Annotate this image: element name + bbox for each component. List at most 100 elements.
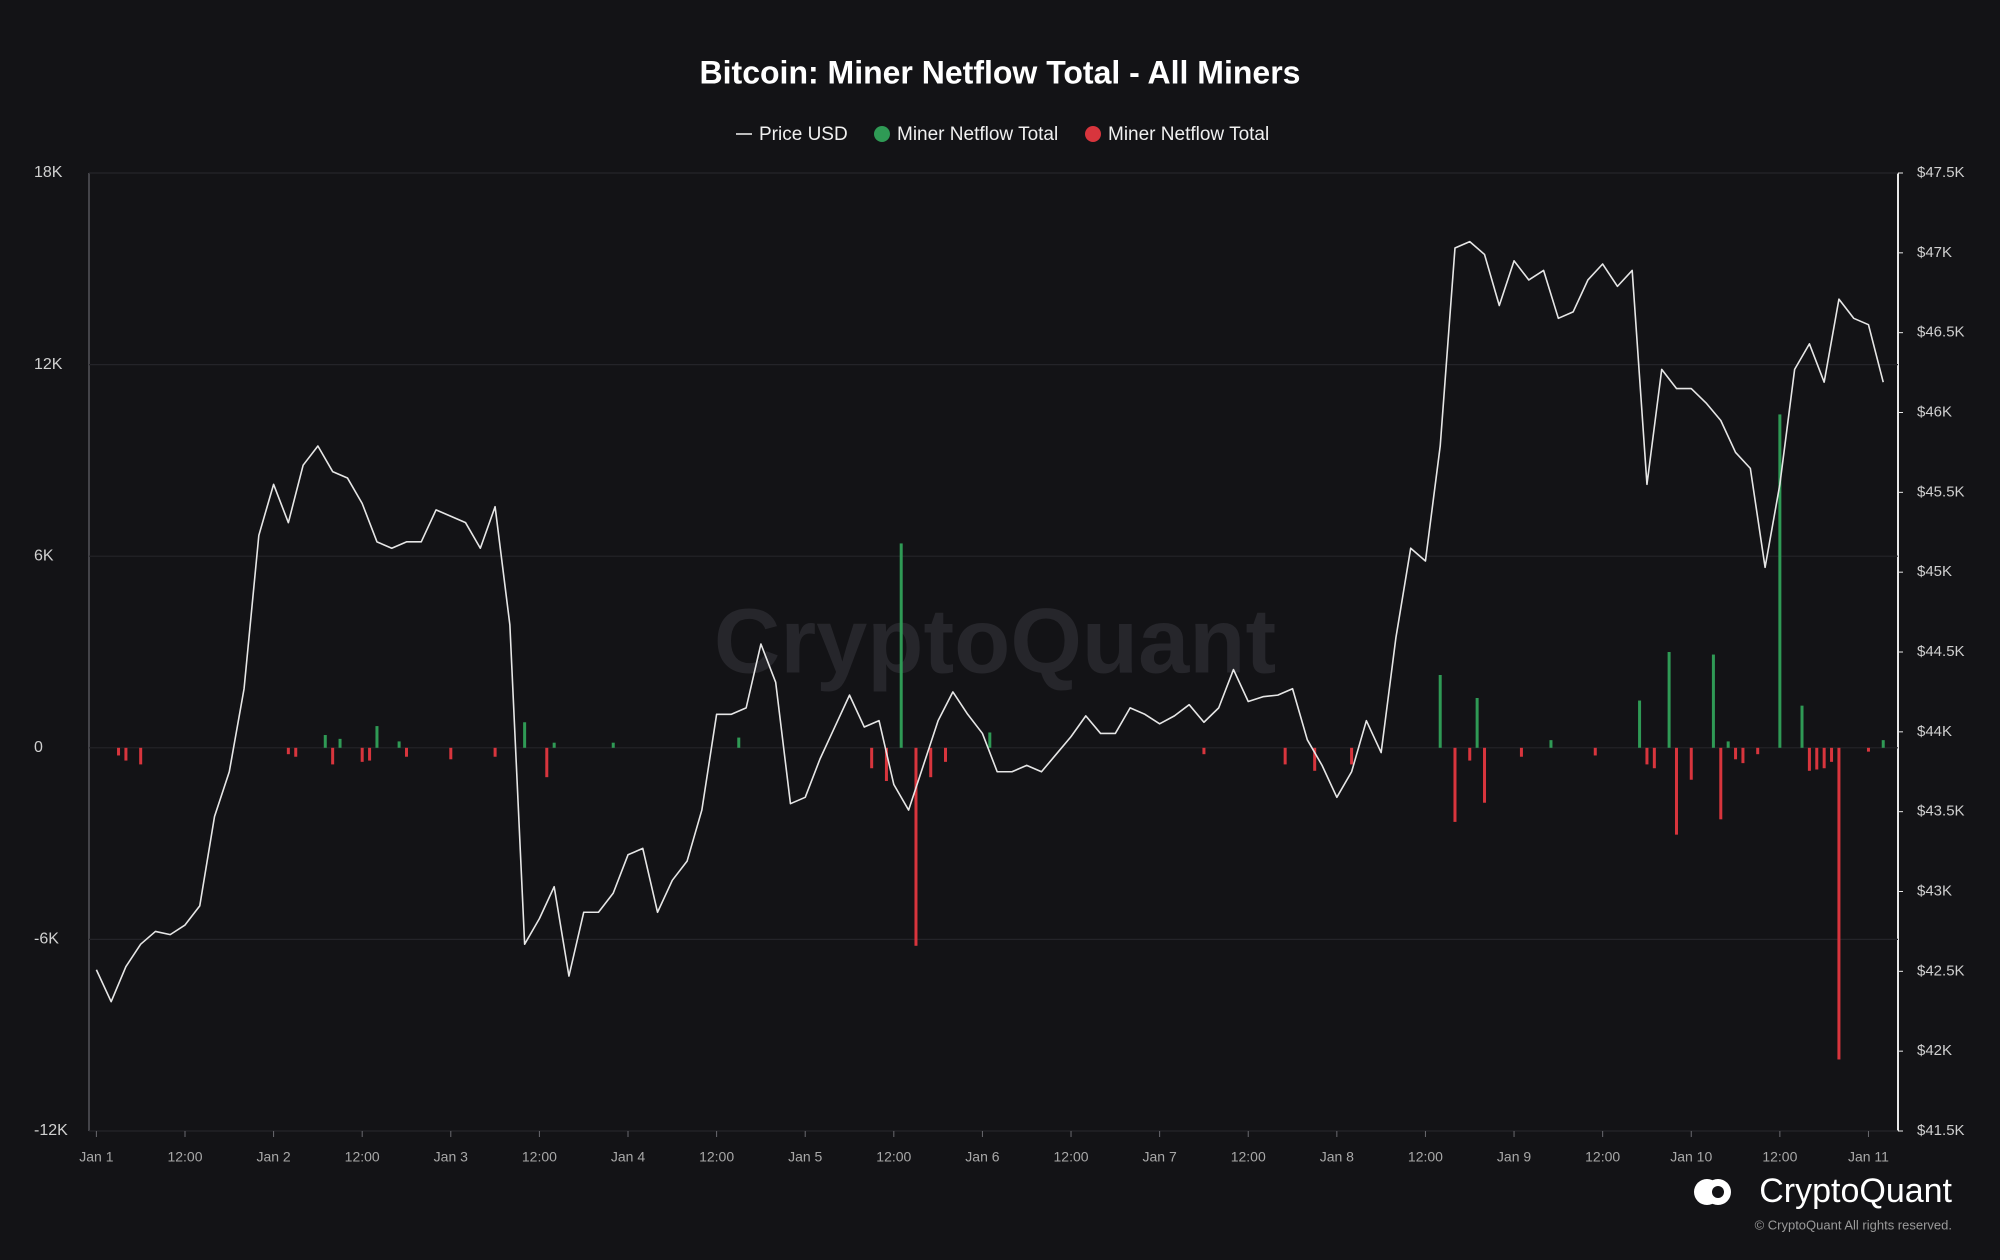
y2-tick-label: $41.5K	[1917, 1122, 1965, 1139]
bar	[552, 742, 556, 748]
bar	[1652, 747, 1656, 769]
bar	[1711, 654, 1715, 748]
bar	[1674, 747, 1678, 835]
bar	[884, 747, 888, 782]
copyright: © CryptoQuant All rights reserved.	[1755, 1217, 1952, 1232]
y-tick-label: -6K	[34, 931, 59, 948]
y2-tick-label: $45K	[1917, 563, 1952, 580]
bar	[1645, 747, 1649, 765]
bar	[929, 747, 933, 778]
y2-tick-label: $47.5K	[1917, 164, 1965, 181]
bar	[1726, 741, 1730, 748]
bar	[1453, 747, 1457, 822]
y2-tick-label: $45.5K	[1917, 483, 1965, 500]
y2-tick-label: $43.5K	[1917, 803, 1965, 820]
bar	[449, 747, 453, 760]
bar	[1593, 747, 1597, 756]
y2-tick-label: $44K	[1917, 723, 1952, 740]
x-tick-label: Jan 1	[79, 1149, 113, 1165]
bar	[611, 742, 615, 748]
x-tick-label: 12:00	[167, 1149, 202, 1165]
bar	[1313, 747, 1317, 771]
x-tick-label: Jan 4	[611, 1149, 645, 1165]
bar	[1719, 747, 1723, 820]
bar	[899, 543, 903, 748]
bar	[1881, 740, 1885, 748]
bar	[493, 747, 497, 757]
x-tick-label: Jan 3	[434, 1149, 468, 1165]
x-tick-label: 12:00	[1762, 1149, 1797, 1165]
logo: CryptoQuant	[1694, 1172, 1953, 1210]
bar	[360, 747, 364, 762]
x-tick-label: Jan 10	[1670, 1149, 1712, 1165]
bar	[375, 726, 379, 748]
bar	[1830, 747, 1834, 762]
x-tick-label: 12:00	[876, 1149, 911, 1165]
bar	[1822, 747, 1826, 769]
bar	[1800, 705, 1804, 748]
bar	[338, 738, 342, 748]
bar	[545, 747, 549, 778]
legend: Price USD Miner Netflow Total Miner Netflo…	[736, 124, 1269, 145]
y2-tick-label: $46.5K	[1917, 324, 1965, 341]
bar	[1549, 740, 1553, 748]
bar	[1468, 747, 1472, 761]
legend-marker	[1085, 126, 1101, 142]
x-tick-label: 12:00	[1585, 1149, 1620, 1165]
bar	[1350, 747, 1354, 765]
bar	[397, 741, 401, 748]
bar	[1837, 747, 1841, 1060]
bar	[1734, 747, 1738, 760]
x-tick-label: 12:00	[1408, 1149, 1443, 1165]
y2-tick-label: $42.5K	[1917, 962, 1965, 979]
x-tick-label: Jan 11	[1848, 1149, 1889, 1165]
x-tick-label: Jan 2	[256, 1149, 290, 1165]
y-tick-label: 6K	[34, 547, 54, 564]
bar	[944, 747, 948, 762]
bar	[139, 747, 143, 765]
bar	[323, 735, 327, 748]
bar	[523, 722, 527, 748]
bar	[1483, 747, 1487, 803]
y-tick-label: 12K	[34, 356, 63, 373]
bar	[1778, 414, 1782, 748]
y2-tick-label: $47K	[1917, 244, 1952, 261]
x-tick-label: 12:00	[1231, 1149, 1266, 1165]
bar	[294, 747, 298, 757]
bar	[1638, 700, 1642, 748]
x-tick-label: Jan 6	[965, 1149, 999, 1165]
y-tick-label: -12K	[34, 1122, 68, 1139]
x-tick-label: 12:00	[345, 1149, 380, 1165]
bar	[331, 747, 335, 765]
price-line	[95, 240, 1885, 1003]
logo-text: CryptoQuant	[1759, 1172, 1952, 1210]
legend-marker	[874, 126, 890, 142]
bar	[1475, 697, 1479, 748]
legend-label: Price USD	[759, 124, 848, 145]
y-tick-label: 18K	[34, 164, 63, 181]
x-tick-label: 12:00	[699, 1149, 734, 1165]
bar	[1667, 652, 1671, 748]
bar	[870, 747, 874, 769]
bar	[737, 737, 741, 748]
bar	[1807, 747, 1811, 771]
x-tick-label: Jan 5	[788, 1149, 822, 1165]
y-tick-label: 0	[34, 739, 43, 756]
x-tick-label: Jan 7	[1143, 1149, 1177, 1165]
bar	[1756, 747, 1760, 755]
x-tick-label: 12:00	[522, 1149, 557, 1165]
bar	[1283, 747, 1287, 765]
y2-tick-label: $46K	[1917, 403, 1952, 420]
logo-icon	[1712, 1186, 1724, 1198]
bar	[914, 747, 918, 946]
bar	[1866, 747, 1870, 752]
y2-tick-label: $43K	[1917, 882, 1952, 899]
bar	[988, 732, 992, 748]
bar	[1202, 747, 1206, 755]
bar	[1438, 674, 1442, 748]
bar	[1815, 747, 1819, 770]
y2-tick-label: $42K	[1917, 1042, 1952, 1059]
y2-tick-label: $44.5K	[1917, 643, 1965, 660]
legend-label: Miner Netflow Total	[897, 124, 1058, 145]
